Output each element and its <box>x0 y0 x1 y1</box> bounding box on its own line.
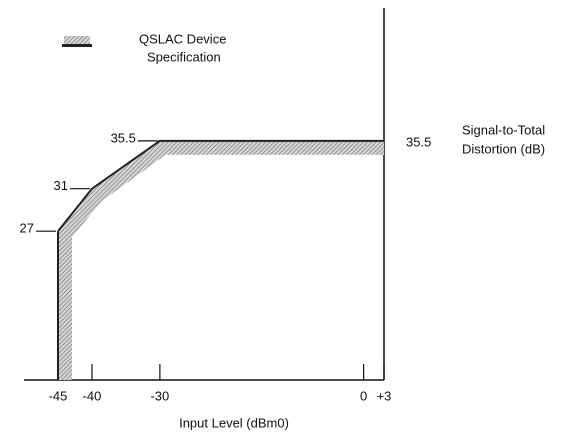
y-tick-label: 31 <box>53 178 67 193</box>
legend-label: Specification <box>147 49 221 64</box>
x-tick-label: 0 <box>360 388 367 403</box>
x-tick-label: -45 <box>49 388 68 403</box>
y-tick-label: 27 <box>20 221 34 236</box>
legend-label: QSLAC Device <box>139 31 226 46</box>
y-tick-label: 35.5 <box>111 130 136 145</box>
legend: QSLAC Device Specification <box>62 31 226 64</box>
legend-swatch <box>64 36 90 44</box>
y-axis-label: Signal-to-Total <box>462 122 545 137</box>
y-axis-label: Distortion (dB) <box>462 141 545 156</box>
y-level-label: 35.5 <box>406 134 431 149</box>
x-tick-label: +3 <box>377 388 392 403</box>
x-axis-label: Input Level (dBm0) <box>179 415 289 430</box>
spec-band <box>58 140 384 380</box>
x-tick-label: -30 <box>150 388 169 403</box>
legend-swatch-bar <box>62 44 92 47</box>
x-tick-label: -40 <box>83 388 102 403</box>
spec-line <box>57 139 384 232</box>
